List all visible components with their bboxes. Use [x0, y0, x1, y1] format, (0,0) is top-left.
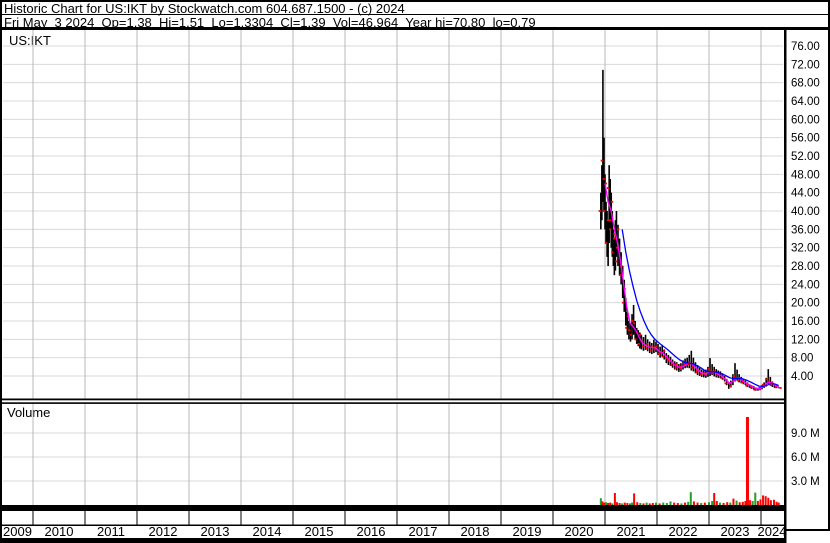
svg-text:56.00: 56.00 — [791, 133, 820, 145]
svg-text:2011: 2011 — [97, 524, 125, 539]
price-bars — [600, 69, 780, 391]
svg-text:2021: 2021 — [617, 524, 646, 539]
grid-lines — [3, 30, 783, 505]
svg-text:2024: 2024 — [758, 524, 787, 539]
svg-text:2023: 2023 — [721, 524, 750, 539]
close-tick-marks — [598, 159, 782, 391]
svg-text:2012: 2012 — [149, 524, 178, 539]
svg-text:4.00: 4.00 — [791, 371, 813, 383]
svg-text:76.00: 76.00 — [791, 41, 820, 53]
svg-text:12.00: 12.00 — [791, 334, 820, 346]
volume-bars — [599, 417, 780, 505]
quote-summary-line: Fri May 3 2024 Op=1.38 Hi=1.51 Lo=1.3304… — [0, 15, 830, 30]
svg-text:2019: 2019 — [513, 524, 542, 539]
svg-text:8.00: 8.00 — [791, 353, 813, 365]
svg-text:2010: 2010 — [45, 524, 74, 539]
svg-text:36.00: 36.00 — [791, 224, 820, 236]
svg-text:68.00: 68.00 — [791, 78, 820, 90]
year-tick-marks — [32, 511, 762, 525]
svg-text:16.00: 16.00 — [791, 316, 820, 328]
chart-header: Historic Chart for US:IKT by Stockwatch.… — [0, 0, 830, 30]
svg-text:2016: 2016 — [357, 524, 386, 539]
svg-text:72.00: 72.00 — [791, 59, 820, 71]
svg-text:2020: 2020 — [565, 524, 594, 539]
volume-axis-labels: 9.0 M 6.0 M 3.0 M — [791, 428, 820, 488]
volume-panel-label: Volume — [7, 405, 51, 420]
svg-text:3.0 M: 3.0 M — [791, 476, 820, 488]
symbol-label: US:IKT — [9, 33, 51, 48]
svg-text:32.00: 32.00 — [791, 243, 820, 255]
price-axis-labels: 76.00 72.00 68.00 64.00 60.00 56.00 52.00 48.00… — [791, 41, 820, 383]
svg-text:2009: 2009 — [3, 524, 32, 539]
ma-short-line — [604, 183, 779, 390]
svg-text:6.0 M: 6.0 M — [791, 452, 820, 464]
svg-text:64.00: 64.00 — [791, 96, 820, 108]
svg-text:24.00: 24.00 — [791, 279, 820, 291]
svg-text:2013: 2013 — [201, 524, 230, 539]
svg-text:2017: 2017 — [409, 524, 438, 539]
svg-text:52.00: 52.00 — [791, 151, 820, 163]
svg-text:2015: 2015 — [305, 524, 334, 539]
svg-text:40.00: 40.00 — [791, 206, 820, 218]
svg-text:28.00: 28.00 — [791, 261, 820, 273]
year-labels: 2009 2010 2011 2012 2013 2014 2015 2016 2017 2018… — [3, 524, 786, 539]
svg-text:2018: 2018 — [461, 524, 490, 539]
svg-text:2022: 2022 — [669, 524, 698, 539]
chart-title-line: Historic Chart for US:IKT by Stockwatch.… — [0, 0, 830, 15]
svg-text:9.0 M: 9.0 M — [791, 428, 820, 440]
svg-text:60.00: 60.00 — [791, 114, 820, 126]
svg-text:48.00: 48.00 — [791, 169, 820, 181]
svg-text:44.00: 44.00 — [791, 188, 820, 200]
svg-text:2014: 2014 — [253, 524, 282, 539]
ma-long-line — [621, 229, 779, 388]
svg-text:20.00: 20.00 — [791, 298, 820, 310]
